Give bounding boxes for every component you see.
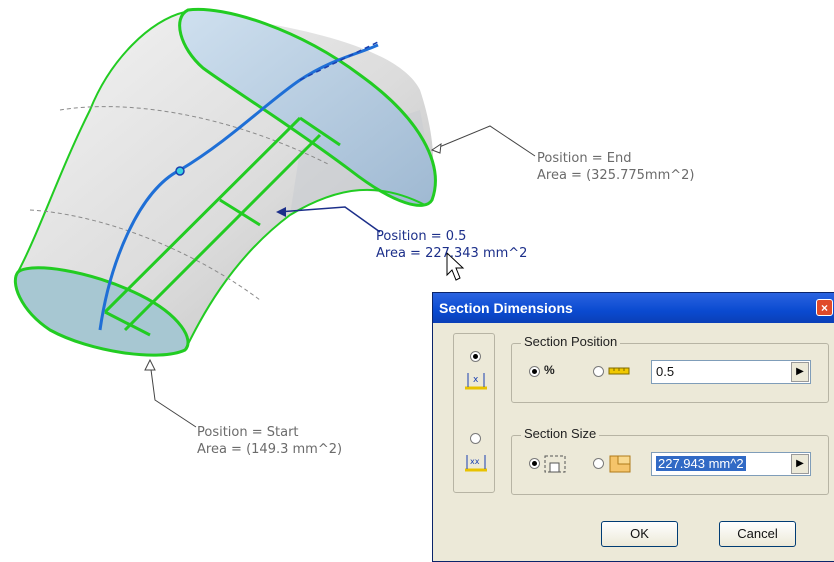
start-leader-line [149, 361, 197, 428]
section-size-legend: Section Size [521, 426, 600, 441]
mouse-cursor-icon [446, 251, 465, 281]
section-dimensions-dialog: Section Dimensions × x xx Section Positi… [432, 292, 834, 562]
mode-selector-panel [453, 333, 495, 493]
dialog-title: Section Dimensions [439, 300, 573, 316]
section-size-mode-icon: xx [465, 455, 487, 472]
cancel-button[interactable]: Cancel [719, 521, 796, 547]
sweep-path-extension [299, 41, 379, 81]
ruler-icon [608, 367, 630, 375]
start-leader-arrow [144, 358, 156, 371]
end-face [178, 7, 437, 207]
percent-radio[interactable] [529, 366, 540, 377]
mode-position-radio[interactable] [470, 351, 481, 362]
mid-leader-arrow [276, 207, 286, 217]
section-size-group [511, 435, 829, 495]
inner-silhouette [184, 188, 426, 351]
close-button[interactable]: × [816, 299, 833, 316]
end-leader-line [431, 125, 536, 157]
section-size-input[interactable]: 227.943 mm^2 [651, 452, 811, 476]
section-position-input[interactable]: 0.5 [651, 360, 811, 384]
end-leader-arrow [430, 142, 442, 154]
section-point-handle[interactable] [175, 166, 185, 176]
outer-silhouette [17, 11, 186, 273]
scaled-area-icon [609, 455, 631, 473]
start-position-label: Position = Start [197, 425, 299, 440]
sweep-path [98, 43, 379, 331]
section-position-group [511, 343, 829, 403]
dialog-title-bar[interactable]: Section Dimensions × [433, 293, 834, 323]
svg-text:x: x [473, 375, 479, 385]
section-position-mode-icon: x [465, 373, 487, 390]
section-position-legend: Section Position [521, 334, 621, 349]
area-outline-icon [544, 455, 566, 473]
percent-label: % [544, 363, 555, 377]
end-area-label: Area = (325.775mm^2) [537, 168, 695, 183]
hidden-edge-1 [59, 106, 331, 166]
scale-radio[interactable] [593, 458, 604, 469]
ok-button[interactable]: OK [601, 521, 678, 547]
mid-leader-line [277, 206, 381, 233]
mode-size-radio[interactable] [470, 433, 481, 444]
mid-position-label: Position = 0.5 [376, 229, 467, 244]
end-position-label: Position = End [537, 151, 632, 166]
svg-text:xx: xx [470, 457, 480, 466]
start-area-label: Area = (149.3 mm^2) [197, 442, 343, 457]
distance-radio[interactable] [593, 366, 604, 377]
hidden-edge-2 [29, 209, 261, 301]
mid-area-label: Area = 227.343 mm^2 [376, 246, 528, 261]
section-position-arrow-button[interactable]: ▶ [791, 362, 809, 382]
area-radio[interactable] [529, 458, 540, 469]
mid-section-profile [103, 116, 341, 337]
section-size-arrow-button[interactable]: ▶ [791, 454, 809, 474]
